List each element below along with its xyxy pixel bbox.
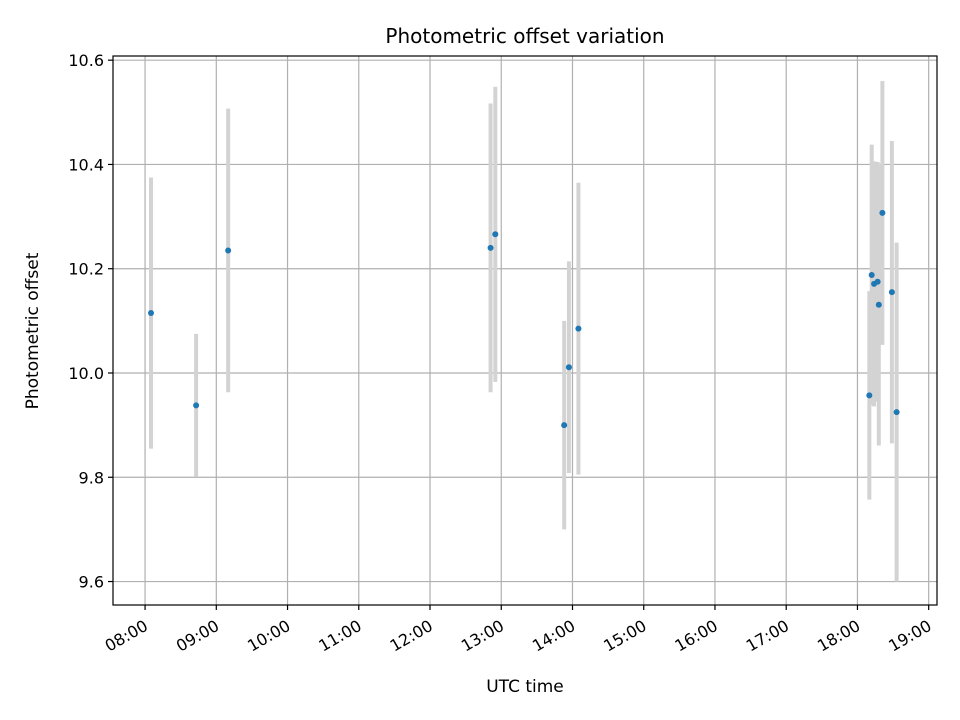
- x-tick-label: 18:00: [814, 616, 863, 656]
- data-point: [893, 409, 900, 416]
- data-point: [874, 278, 881, 285]
- chart-title: Photometric offset variation: [385, 24, 664, 48]
- y-gridlines: [113, 59, 937, 583]
- data-point: [866, 392, 873, 399]
- y-tick-label: 10.2: [68, 260, 104, 279]
- data-point: [888, 289, 895, 296]
- plot-background: [113, 56, 937, 605]
- y-tick-label: 10.0: [68, 364, 104, 383]
- y-tick-label: 9.6: [79, 573, 104, 592]
- x-axis-label: UTC time: [486, 677, 564, 697]
- x-tick-label: 09:00: [173, 616, 222, 656]
- x-tick-label: 08:00: [102, 616, 151, 656]
- y-axis: 9.6 9.8 10.0 10.2 10.4 10.6: [68, 51, 113, 592]
- data-points: [147, 209, 900, 429]
- data-point: [875, 301, 882, 308]
- data-point: [492, 231, 499, 238]
- x-tick-label: 13:00: [458, 616, 507, 656]
- data-point: [193, 402, 200, 409]
- data-point: [575, 325, 582, 332]
- data-point: [225, 247, 232, 254]
- x-tick-label: 16:00: [672, 616, 721, 656]
- data-point: [565, 364, 572, 371]
- y-axis-label: Photometric offset: [23, 252, 43, 409]
- data-point: [879, 209, 886, 216]
- y-tick-label: 10.6: [68, 51, 104, 70]
- data-point: [487, 244, 494, 251]
- x-tick-label: 19:00: [885, 616, 934, 656]
- x-tick-label: 14:00: [529, 616, 578, 656]
- x-tick-label: 15:00: [600, 616, 649, 656]
- y-tick-label: 10.4: [68, 155, 104, 174]
- y-tick-label: 9.8: [79, 468, 104, 487]
- x-gridlines: [144, 56, 930, 605]
- x-tick-label: 17:00: [743, 616, 792, 656]
- plot-frame: [112, 55, 938, 606]
- x-tick-label: 11:00: [315, 616, 364, 656]
- x-tick-label: 10:00: [244, 616, 293, 656]
- x-axis: 08:00 09:00 10:00 11:00 12:00 13:00 14:00 15:00…: [102, 605, 935, 656]
- data-point: [868, 271, 875, 278]
- data-point: [561, 422, 568, 429]
- data-point: [147, 310, 154, 317]
- x-tick-label: 12:00: [387, 616, 436, 656]
